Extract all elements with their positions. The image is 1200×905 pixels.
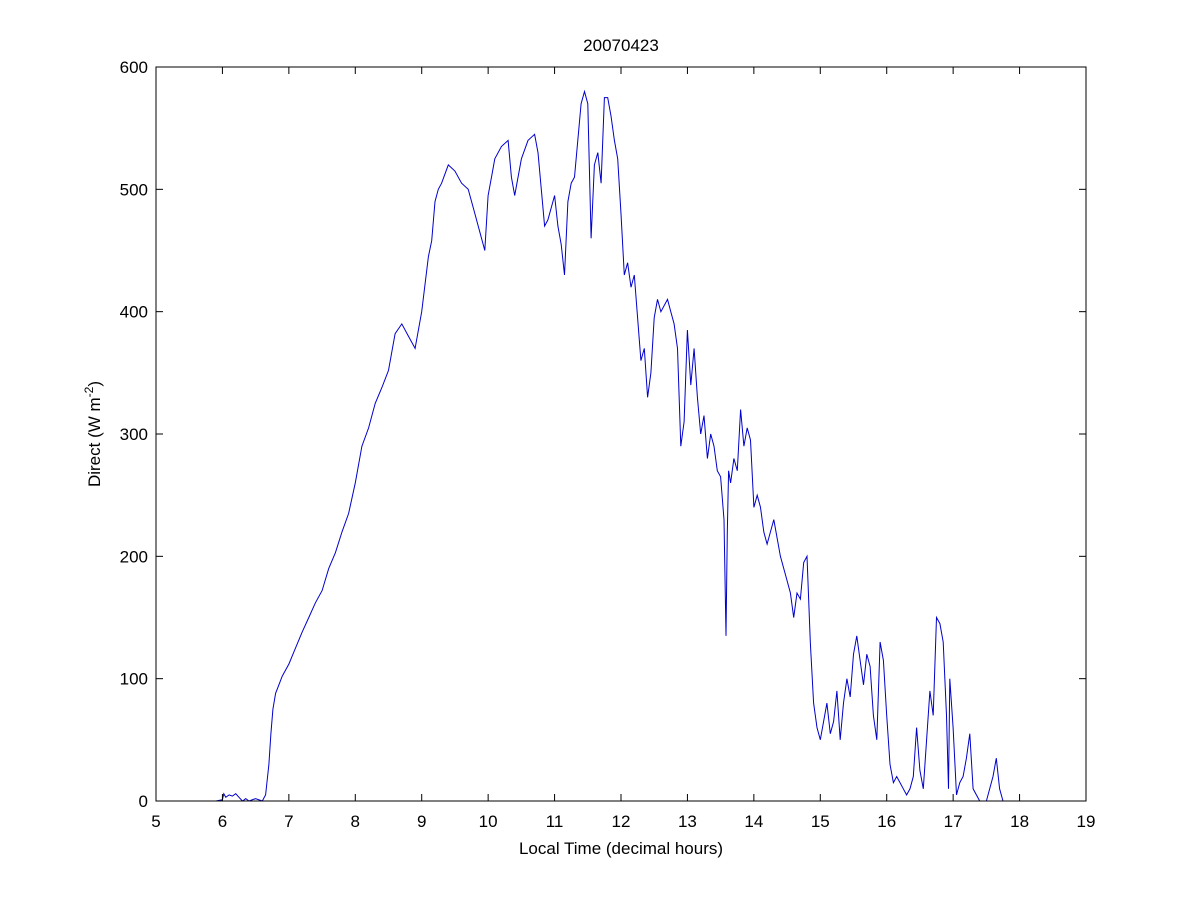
y-tick-label: 300 bbox=[120, 425, 148, 444]
x-tick-label: 17 bbox=[944, 812, 963, 831]
chart-title: 20070423 bbox=[583, 36, 659, 55]
y-tick-label: 100 bbox=[120, 670, 148, 689]
y-tick-label: 500 bbox=[120, 180, 148, 199]
y-axis-label-main: Direct (W m bbox=[85, 397, 104, 487]
y-tick-label: 0 bbox=[139, 792, 148, 811]
x-tick-label: 12 bbox=[612, 812, 631, 831]
y-axis-ticks: 0 100 200 300 400 500 600 bbox=[120, 58, 1086, 811]
x-tick-label: 15 bbox=[811, 812, 830, 831]
x-tick-label: 10 bbox=[479, 812, 498, 831]
x-tick-label: 5 bbox=[151, 812, 160, 831]
x-tick-label: 7 bbox=[284, 812, 293, 831]
x-axis-label: Local Time (decimal hours) bbox=[519, 839, 723, 858]
x-tick-label: 11 bbox=[546, 812, 564, 831]
x-tick-label: 18 bbox=[1010, 812, 1029, 831]
y-tick-label: 400 bbox=[120, 303, 148, 322]
y-tick-label: 200 bbox=[120, 547, 148, 566]
x-tick-label: 19 bbox=[1077, 812, 1096, 831]
plot-background bbox=[156, 67, 1086, 801]
y-axis-label-superscript: -2 bbox=[82, 386, 96, 397]
y-axis-label-close: ) bbox=[85, 381, 104, 387]
y-axis-label: Direct (W m-2) bbox=[82, 381, 104, 487]
x-tick-label: 6 bbox=[218, 812, 227, 831]
plot-frame bbox=[155, 66, 1087, 802]
x-tick-label: 9 bbox=[417, 812, 426, 831]
series-line-direct bbox=[207, 89, 1007, 802]
x-tick-label: 14 bbox=[744, 812, 763, 831]
x-tick-label: 16 bbox=[877, 812, 896, 831]
x-tick-label: 13 bbox=[678, 812, 697, 831]
x-axis-ticks: 5 6 7 8 9 10 11 12 13 14 15 16 17 18 19 bbox=[151, 67, 1095, 831]
y-tick-label: 600 bbox=[120, 58, 148, 77]
x-tick-label: 8 bbox=[351, 812, 360, 831]
